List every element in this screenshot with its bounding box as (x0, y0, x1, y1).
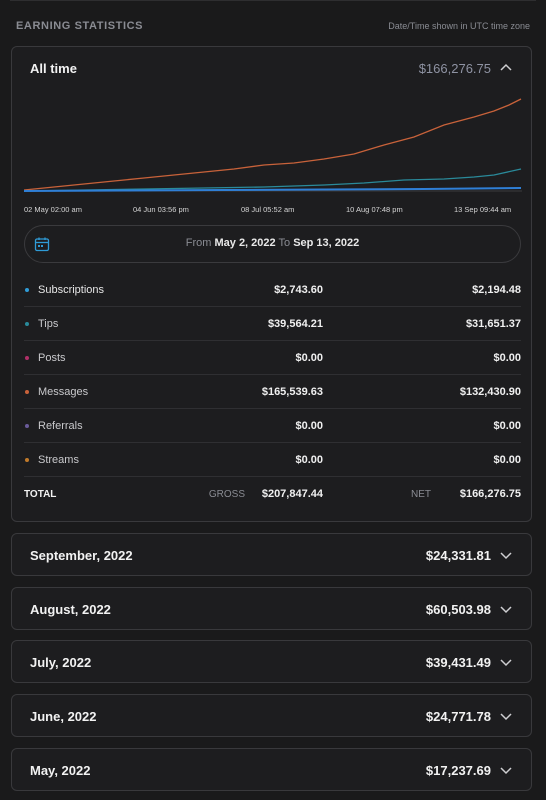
tips-dot (25, 321, 29, 326)
category-name: Posts (38, 351, 66, 364)
chevron-up-icon[interactable] (499, 61, 513, 75)
category-name: Referrals (38, 419, 83, 432)
gross-label: GROSS (208, 488, 245, 500)
gross-value: $165,539.63 (261, 385, 323, 398)
earnings-chart: 02 May 02:00 am 04 Jun 03:56 pm 08 Jul 0… (24, 98, 522, 214)
net-label: NET (411, 488, 431, 500)
chevron-down-icon[interactable] (499, 709, 513, 723)
gross-value: $0.00 (295, 453, 323, 466)
month-amount: $17,237.69 (425, 762, 491, 778)
month-card-july[interactable]: July, 2022 $39,431.49 (11, 640, 532, 683)
total-label: TOTAL (24, 488, 57, 500)
streams-dot (25, 457, 29, 462)
net-value: $0.00 (493, 453, 521, 466)
chevron-down-icon[interactable] (499, 602, 513, 616)
net-value: $31,651.37 (465, 317, 521, 330)
date-range-text: From May 2, 2022 To Sep 13, 2022 (25, 237, 520, 249)
table-row-posts: Posts $0.00 $0.00 (24, 341, 521, 375)
net-value: $0.00 (493, 419, 521, 432)
to-label: To (278, 237, 291, 249)
all-time-card: All time $166,276.75 02 May 02:00 am 04 … (11, 46, 532, 522)
month-card-june[interactable]: June, 2022 $24,771.78 (11, 694, 532, 737)
gross-value: $0.00 (295, 419, 323, 432)
from-label: From (185, 237, 212, 249)
month-amount: $39,431.49 (425, 654, 491, 670)
gross-value: $39,564.21 (267, 317, 323, 330)
total-net: $166,276.75 (459, 488, 521, 500)
month-card-august[interactable]: August, 2022 $60,503.98 (11, 587, 532, 630)
x-tick-5: 13 Sep 09:44 am (454, 205, 511, 214)
month-name: August, 2022 (30, 601, 111, 617)
chevron-down-icon[interactable] (499, 548, 513, 562)
gross-value: $0.00 (295, 351, 323, 364)
timezone-note: Date/Time shown in UTC time zone (388, 21, 530, 31)
table-row-referrals: Referrals $0.00 $0.00 (24, 409, 521, 443)
month-amount: $60,503.98 (425, 601, 491, 617)
calendar-icon[interactable] (34, 236, 50, 252)
category-name: Subscriptions (38, 283, 105, 296)
total-gross: $207,847.44 (261, 488, 323, 500)
month-amount: $24,331.81 (425, 547, 491, 563)
category-name: Streams (38, 453, 79, 466)
month-name: June, 2022 (30, 708, 97, 724)
net-value: $0.00 (493, 351, 521, 364)
category-name: Messages (38, 385, 89, 398)
chevron-down-icon[interactable] (499, 655, 513, 669)
chevron-down-icon[interactable] (499, 763, 513, 777)
referrals-dot (25, 423, 29, 428)
from-date: May 2, 2022 (214, 237, 276, 249)
month-card-may[interactable]: May, 2022 $17,237.69 (11, 748, 532, 791)
net-value: $2,194.48 (472, 283, 521, 296)
x-tick-1: 02 May 02:00 am (24, 205, 82, 214)
month-amount: $24,771.78 (425, 708, 491, 724)
gross-value: $2,743.60 (274, 283, 323, 296)
tips-line (24, 168, 522, 192)
table-row-subscriptions: Subscriptions $2,743.60 $2,194.48 (24, 273, 521, 307)
all-time-header[interactable]: All time $166,276.75 (30, 59, 513, 77)
category-name: Tips (38, 317, 59, 330)
month-card-september[interactable]: September, 2022 $24,331.81 (11, 533, 532, 576)
date-range-picker[interactable]: From May 2, 2022 To Sep 13, 2022 (24, 225, 521, 263)
to-date: Sep 13, 2022 (293, 237, 360, 249)
month-name: May, 2022 (30, 762, 91, 778)
x-tick-4: 10 Aug 07:48 pm (346, 205, 403, 214)
subscriptions-line (24, 187, 522, 192)
x-tick-3: 08 Jul 05:52 am (241, 205, 294, 214)
messages-dot (25, 389, 29, 394)
earnings-table: Subscriptions $2,743.60 $2,194.48 Tips $… (24, 273, 521, 511)
stats-title: EARNING STATISTICS (16, 20, 144, 32)
messages-line (24, 98, 522, 191)
table-row-streams: Streams $0.00 $0.00 (24, 443, 521, 477)
table-row-tips: Tips $39,564.21 $31,651.37 (24, 307, 521, 341)
all-time-total: $166,276.75 (418, 60, 491, 76)
table-row-messages: Messages $165,539.63 $132,430.90 (24, 375, 521, 409)
month-name: July, 2022 (30, 654, 92, 670)
month-name: September, 2022 (30, 547, 133, 563)
subscriptions-dot (25, 287, 29, 292)
net-value: $132,430.90 (459, 385, 521, 398)
period-title: All time (30, 60, 77, 76)
stats-header: EARNING STATISTICS Date/Time shown in UT… (16, 18, 530, 34)
top-divider (10, 0, 536, 1)
x-tick-2: 04 Jun 03:56 pm (133, 205, 189, 214)
total-row: TOTAL GROSS $207,847.44 NET $166,276.75 (24, 477, 521, 511)
posts-dot (25, 355, 29, 360)
